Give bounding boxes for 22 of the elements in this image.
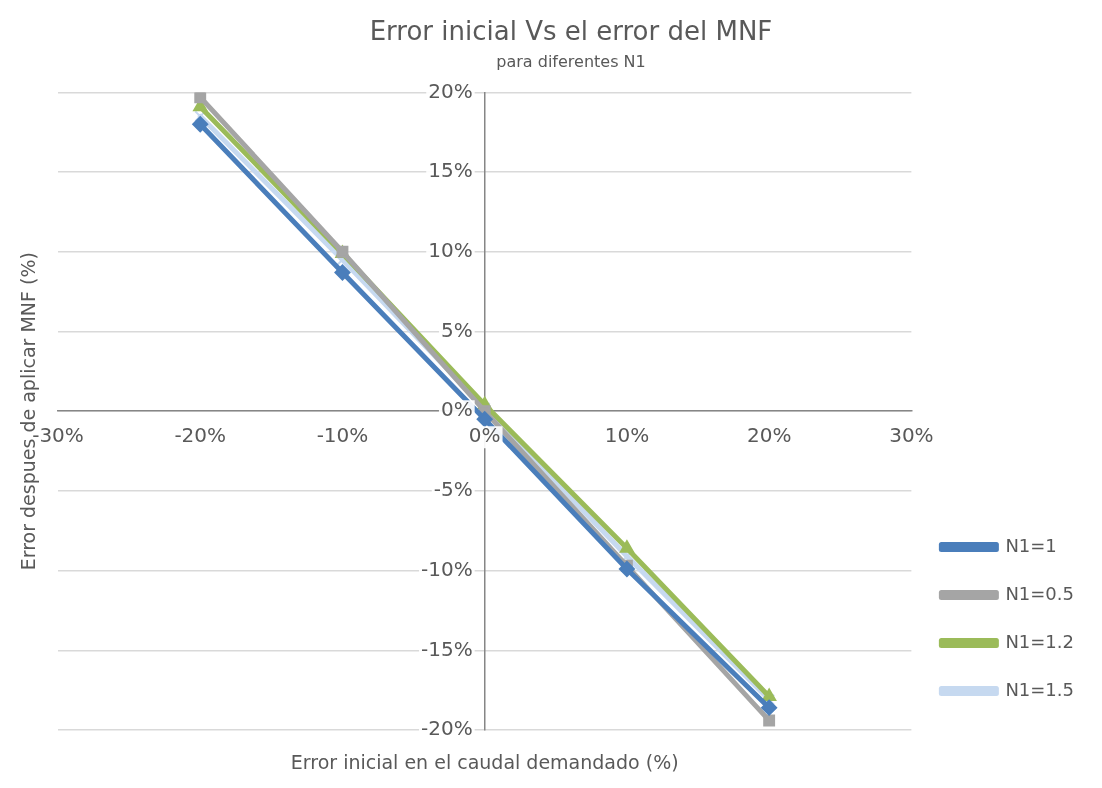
legend-label: N1=0.5	[1005, 582, 1074, 604]
y-tick-label: -20%	[421, 716, 473, 741]
y-tick-label: -10%	[421, 556, 473, 581]
y-tick-label: 5%	[440, 317, 473, 342]
x-tick-label: 30%	[889, 423, 934, 448]
y-tick-label: 15%	[428, 158, 473, 183]
chart-subtitle: para diferentes N1	[496, 51, 646, 71]
y-tick-label: 0%	[440, 397, 473, 422]
x-tick-label: -20%	[174, 423, 227, 448]
legend-label: N1=1.5	[1005, 678, 1074, 700]
y-tick-label: -5%	[433, 477, 473, 502]
legend-label: N1=1.2	[1005, 630, 1074, 652]
y-tick-label: 20%	[428, 78, 473, 103]
chart-title: Error inicial Vs el error del MNF	[369, 16, 773, 47]
y-tick-label: 10%	[428, 238, 473, 262]
x-tick-label: -10%	[316, 423, 369, 448]
x-tick-label: 20%	[746, 423, 792, 448]
x-tick-label: 0%	[468, 423, 501, 448]
x-tick-label: 10%	[604, 423, 650, 448]
y-tick-label: -15%	[421, 636, 473, 661]
x-axis-title: Error inicial en el caudal demandado (%)	[290, 751, 679, 774]
legend-label: N1=1	[1005, 534, 1057, 556]
